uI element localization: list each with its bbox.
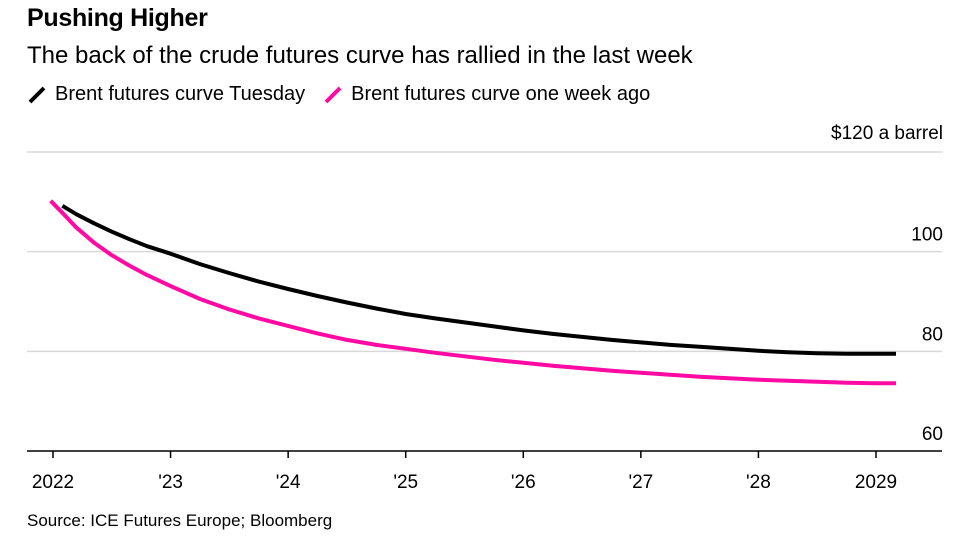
y-tick-label-120: $120 a barrel xyxy=(831,123,943,144)
series-line-tuesday xyxy=(61,204,896,356)
legend-label-tuesday: Brent futures curve Tuesday xyxy=(55,83,306,105)
y-tick-label-80: 80 xyxy=(922,324,943,345)
legend-swatch-week-ago xyxy=(324,86,342,103)
x-axis: 2022 '23 '24 '25 '26 '27 '28 2029 xyxy=(27,450,942,493)
series-line-week-ago xyxy=(49,199,896,386)
x-tick-label-3: '25 xyxy=(393,472,418,493)
x-tick-label-5: '27 xyxy=(628,472,653,493)
x-tick-label-2: '24 xyxy=(276,472,301,493)
series-lines xyxy=(49,199,896,386)
legend: Brent futures curve Tuesday Brent future… xyxy=(27,83,668,106)
source-note: Source: ICE Futures Europe; Bloomberg xyxy=(27,511,333,530)
x-tick-label-1: '23 xyxy=(158,472,183,493)
x-tick-label-6: '28 xyxy=(746,472,771,493)
x-tick-label-4: '26 xyxy=(511,472,536,493)
y-tick-label-100: 100 xyxy=(911,225,943,246)
legend-item-tuesday: Brent futures curve Tuesday xyxy=(27,83,305,106)
y-tick-label-60: 60 xyxy=(922,424,943,445)
x-tick-label-0: 2022 xyxy=(32,472,74,493)
legend-item-week-ago: Brent futures curve one week ago xyxy=(323,83,650,106)
chart-subtitle: The back of the crude futures curve has … xyxy=(27,42,693,69)
legend-label-week-ago: Brent futures curve one week ago xyxy=(351,83,651,105)
x-tick-label-7: 2029 xyxy=(855,472,897,493)
chart-title: Pushing Higher xyxy=(27,4,208,32)
legend-swatch-tuesday xyxy=(28,86,46,103)
y-axis-ticks: $120 a barrel 100 80 60 xyxy=(831,123,943,445)
